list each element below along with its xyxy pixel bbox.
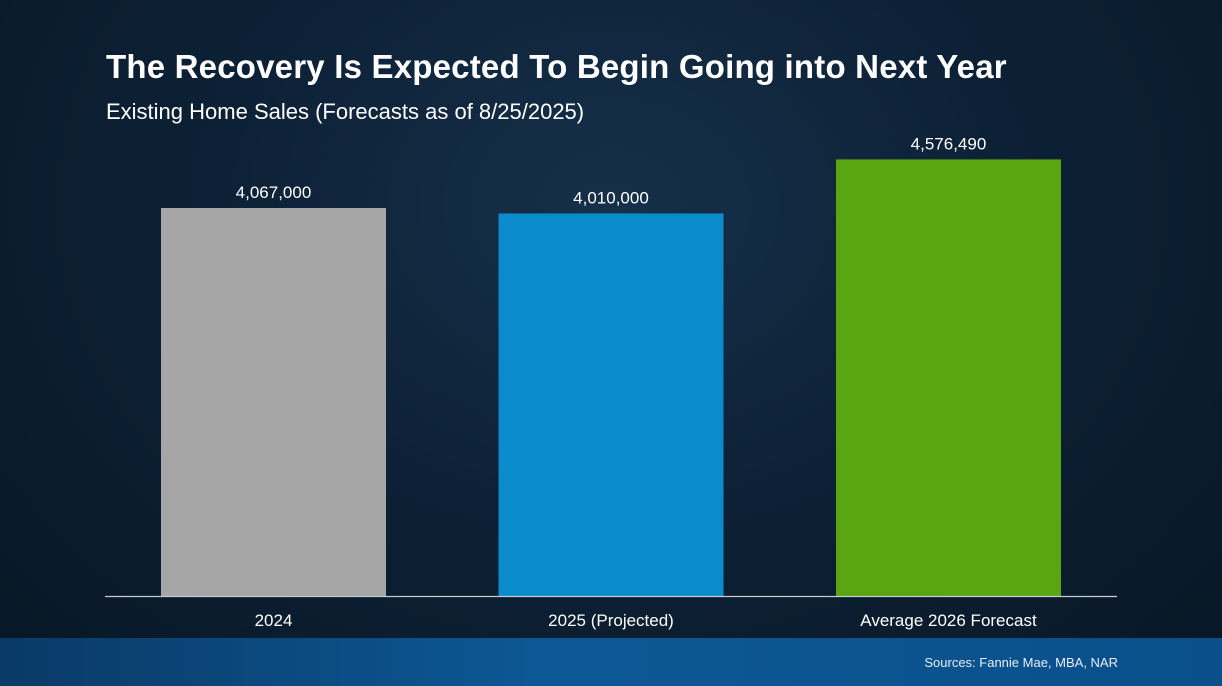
data-label-1: 4,067,000 [236,183,312,202]
bar-1 [161,208,386,597]
data-label-2: 4,010,000 [573,188,649,207]
bar-3 [836,159,1061,597]
chart-title: The Recovery Is Expected To Begin Going … [106,48,1007,85]
bar-chart: 4,067,000 2024 4,010,000 2025 (Projected) 4,… [105,134,1117,630]
bar-2 [498,213,724,597]
footer-band: Sources: Fannie Mae, MBA, NAR [0,638,1222,686]
category-label-1: 2024 [255,611,293,630]
category-label-3: Average 2026 Forecast [860,611,1037,630]
source-note: Sources: Fannie Mae, MBA, NAR [924,655,1118,670]
data-label-3: 4,576,490 [911,134,987,153]
chart-subtitle: Existing Home Sales (Forecasts as of 8/2… [106,99,585,124]
category-label-2: 2025 (Projected) [548,611,674,630]
